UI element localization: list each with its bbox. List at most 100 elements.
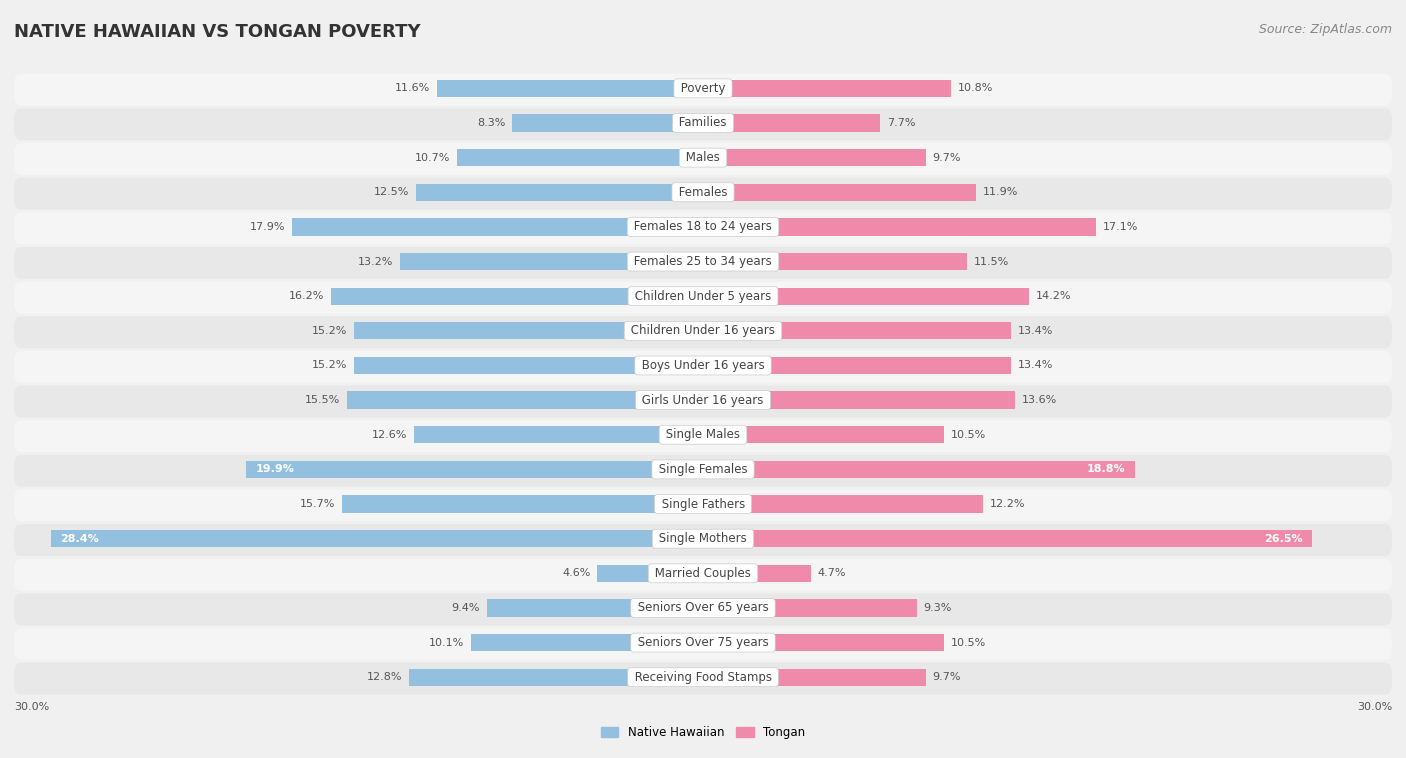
FancyBboxPatch shape [14,524,1392,556]
Bar [703,322,1011,340]
Bar [409,669,703,686]
FancyBboxPatch shape [14,212,1392,244]
FancyBboxPatch shape [14,108,1392,140]
Bar [413,426,703,443]
Text: 12.6%: 12.6% [371,430,406,440]
Text: 30.0%: 30.0% [1357,702,1392,713]
Text: 28.4%: 28.4% [60,534,98,543]
Text: Families: Families [675,117,731,130]
Text: 17.9%: 17.9% [249,222,285,232]
FancyBboxPatch shape [14,455,1392,487]
Text: 26.5%: 26.5% [1264,534,1302,543]
Bar [354,322,703,340]
Bar [703,530,1312,547]
Bar [354,357,703,374]
Text: Seniors Over 65 years: Seniors Over 65 years [634,601,772,615]
Text: 16.2%: 16.2% [288,291,323,301]
Text: 9.7%: 9.7% [932,672,962,682]
Text: 18.8%: 18.8% [1087,465,1126,475]
Bar [703,391,1015,409]
Text: 11.9%: 11.9% [983,187,1018,197]
Text: Females: Females [675,186,731,199]
Bar [437,80,703,97]
Text: Poverty: Poverty [676,82,730,95]
Bar [416,183,703,201]
Text: 10.7%: 10.7% [415,152,450,163]
Text: Boys Under 16 years: Boys Under 16 years [638,359,768,372]
Text: Girls Under 16 years: Girls Under 16 years [638,393,768,406]
Text: 15.2%: 15.2% [312,361,347,371]
Text: 14.2%: 14.2% [1036,291,1071,301]
Text: 19.9%: 19.9% [256,465,294,475]
Bar [292,218,703,236]
Text: 13.6%: 13.6% [1022,395,1057,405]
Legend: Native Hawaiian, Tongan: Native Hawaiian, Tongan [596,722,810,744]
Text: 11.6%: 11.6% [395,83,430,93]
Text: Single Males: Single Males [662,428,744,441]
Text: 13.4%: 13.4% [1018,326,1053,336]
Text: 8.3%: 8.3% [477,118,506,128]
FancyBboxPatch shape [14,662,1392,694]
Text: 15.2%: 15.2% [312,326,347,336]
Text: Children Under 16 years: Children Under 16 years [627,324,779,337]
Text: 11.5%: 11.5% [974,256,1010,267]
Text: 9.4%: 9.4% [451,603,481,613]
Bar [703,80,950,97]
FancyBboxPatch shape [14,559,1392,590]
Bar [512,114,703,132]
Text: 4.7%: 4.7% [818,568,846,578]
Bar [703,114,880,132]
Text: 4.6%: 4.6% [562,568,591,578]
Text: 30.0%: 30.0% [14,702,49,713]
Bar [703,565,811,582]
Text: 17.1%: 17.1% [1102,222,1137,232]
Text: 13.2%: 13.2% [357,256,392,267]
Text: 10.8%: 10.8% [957,83,993,93]
Text: 10.5%: 10.5% [950,430,986,440]
Bar [399,253,703,270]
Bar [330,287,703,305]
Text: Married Couples: Married Couples [651,567,755,580]
Bar [457,149,703,166]
Text: 13.4%: 13.4% [1018,361,1053,371]
FancyBboxPatch shape [14,74,1392,105]
Bar [246,461,703,478]
FancyBboxPatch shape [14,316,1392,348]
Text: Seniors Over 75 years: Seniors Over 75 years [634,636,772,649]
Bar [703,634,945,651]
Text: 10.5%: 10.5% [950,637,986,647]
Bar [703,253,967,270]
Bar [703,461,1135,478]
Text: 9.3%: 9.3% [924,603,952,613]
FancyBboxPatch shape [14,247,1392,279]
Text: 12.5%: 12.5% [374,187,409,197]
FancyBboxPatch shape [14,490,1392,522]
Bar [598,565,703,582]
FancyBboxPatch shape [14,177,1392,210]
Text: Children Under 5 years: Children Under 5 years [631,290,775,302]
FancyBboxPatch shape [14,351,1392,383]
Text: Source: ZipAtlas.com: Source: ZipAtlas.com [1258,23,1392,36]
Bar [347,391,703,409]
Bar [703,218,1095,236]
Bar [703,600,917,616]
Bar [486,600,703,616]
FancyBboxPatch shape [14,420,1392,452]
Text: NATIVE HAWAIIAN VS TONGAN POVERTY: NATIVE HAWAIIAN VS TONGAN POVERTY [14,23,420,41]
Text: Females 25 to 34 years: Females 25 to 34 years [630,255,776,268]
Bar [51,530,703,547]
Text: 15.7%: 15.7% [301,499,336,509]
Text: 10.1%: 10.1% [429,637,464,647]
FancyBboxPatch shape [14,282,1392,314]
Bar [703,287,1029,305]
Bar [703,149,925,166]
Bar [343,496,703,512]
Text: 7.7%: 7.7% [887,118,915,128]
FancyBboxPatch shape [14,628,1392,660]
Text: 12.8%: 12.8% [367,672,402,682]
Text: Single Females: Single Females [655,463,751,476]
Text: Receiving Food Stamps: Receiving Food Stamps [631,671,775,684]
Bar [703,496,983,512]
Text: Single Fathers: Single Fathers [658,497,748,511]
Bar [703,669,925,686]
